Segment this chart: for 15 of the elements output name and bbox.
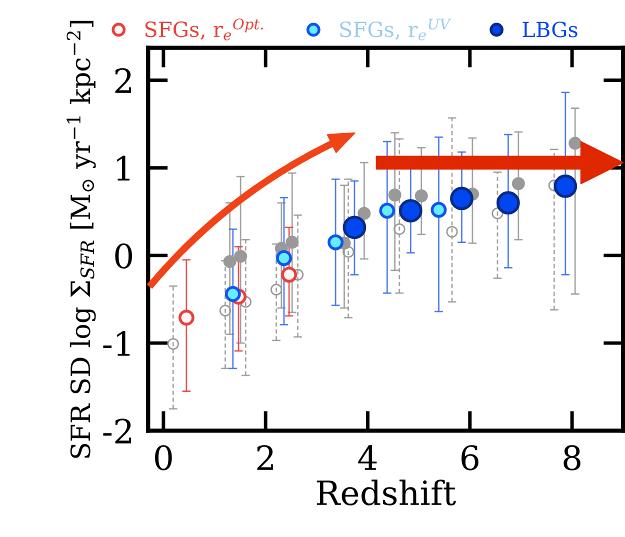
x-tick-label: 8 (564, 445, 580, 470)
y-tick-label: 2 (115, 68, 131, 93)
text: SFR SD log Σ$_{SFR}$ [M$_{⊙}$ yr$^{−1}$ kpc$^{−2}$] (66, 20, 96, 458)
x-tick-label: 0 (155, 445, 172, 470)
legend-label: SFGs, r$_{e}$$^{Opt.}$ (145, 18, 263, 40)
x-tick-label: 6 (462, 445, 478, 470)
x-axis-title: Redshift (316, 480, 456, 506)
x-tick-label: 4 (358, 445, 377, 470)
legend-label: SFGs, r$_{e}$$^{UV}$ (340, 18, 452, 40)
x-tick-label: 2 (257, 445, 273, 470)
y-tick-label: -1 (103, 330, 130, 356)
y-tick-label: 1 (117, 156, 130, 180)
y-tick-label: -2 (103, 418, 131, 444)
y-tick-label: 0 (115, 243, 132, 269)
legend-label: LBGs (522, 22, 578, 38)
